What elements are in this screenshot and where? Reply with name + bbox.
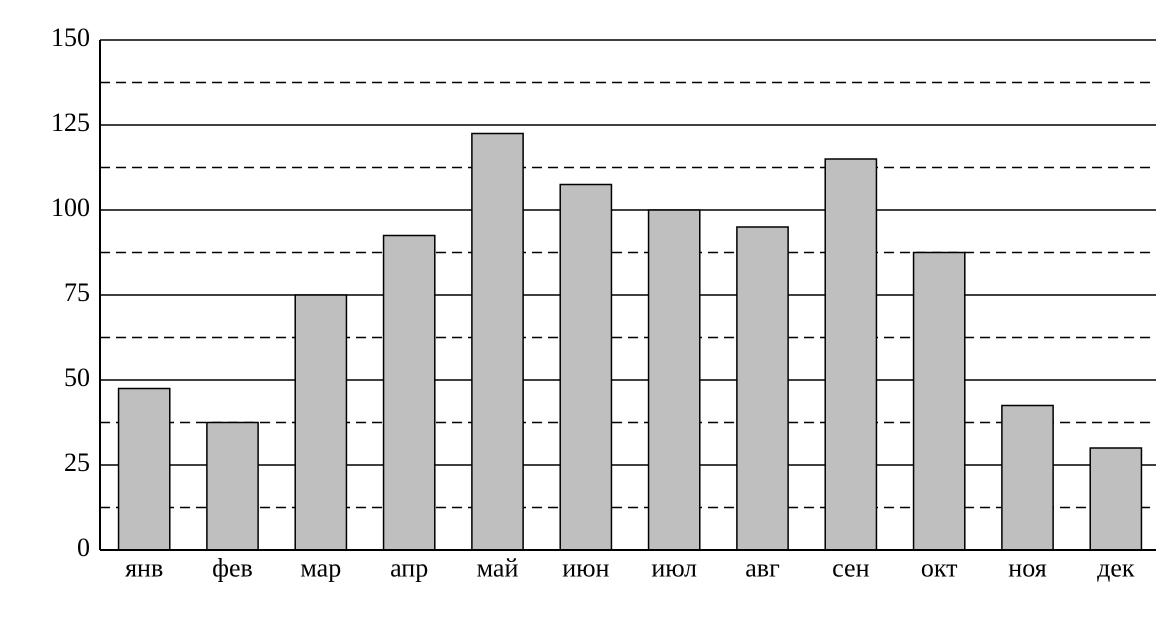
y-tick-label: 150 bbox=[51, 23, 90, 52]
bar bbox=[914, 253, 965, 551]
x-tick-label: сен bbox=[832, 553, 869, 582]
bar bbox=[825, 159, 876, 550]
bar bbox=[207, 423, 258, 551]
bar bbox=[560, 185, 611, 551]
x-tick-label: июл bbox=[651, 553, 697, 582]
bar bbox=[472, 134, 523, 551]
y-tick-label: 50 bbox=[64, 363, 90, 392]
x-tick-label: фев bbox=[212, 553, 253, 582]
x-tick-label: май bbox=[477, 553, 519, 582]
x-tick-label: мар bbox=[300, 553, 341, 582]
x-tick-label: апр bbox=[390, 553, 428, 582]
x-tick-label: июн bbox=[562, 553, 609, 582]
bar bbox=[384, 236, 435, 551]
y-tick-label: 100 bbox=[51, 193, 90, 222]
precipitation-bar-chart: 0 25 50 75 100 125 150 янв фев мар апр май июн июл авг… bbox=[20, 20, 1136, 605]
chart-svg: 0 25 50 75 100 125 150 янв фев мар апр май июн июл авг… bbox=[20, 20, 1156, 605]
bar bbox=[649, 210, 700, 550]
bar bbox=[119, 389, 170, 551]
y-tick-label: 125 bbox=[51, 108, 90, 137]
bar bbox=[1090, 448, 1141, 550]
bar bbox=[295, 295, 346, 550]
x-tick-label: авг bbox=[745, 553, 779, 582]
bar bbox=[737, 227, 788, 550]
x-tick-label: дек bbox=[1097, 553, 1135, 582]
y-tick-label: 0 bbox=[77, 533, 90, 562]
x-tick-label: ноя bbox=[1008, 553, 1046, 582]
y-tick-label: 25 bbox=[64, 448, 90, 477]
y-tick-label: 75 bbox=[64, 278, 90, 307]
bar bbox=[1002, 406, 1053, 551]
x-tick-label: янв bbox=[125, 553, 163, 582]
x-tick-label: окт bbox=[921, 553, 958, 582]
